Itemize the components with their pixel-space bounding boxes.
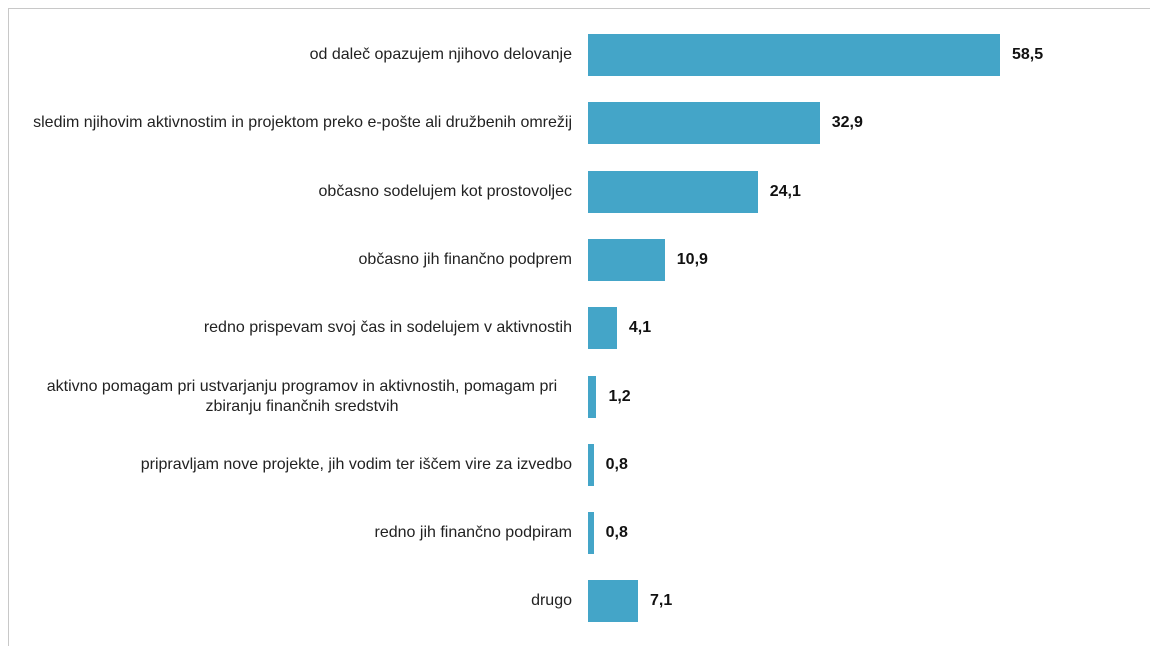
category-text: drugo [531, 592, 572, 610]
category-label: aktivno pomagam pri ustvarjanju programo… [32, 377, 572, 417]
category-text: redno jih finančno podpiram [374, 524, 572, 542]
category-text: pripravljam nove projekte, jih vodim ter… [140, 455, 572, 473]
category-label: sledim njihovim aktivnostim in projektom… [32, 113, 572, 133]
category-label: redno jih finančno podpiram [32, 523, 572, 543]
value-label: 0,8 [605, 524, 628, 542]
bar [588, 580, 638, 623]
bar [588, 307, 617, 350]
category-text: sledim njihovim aktivnostim in projektom… [33, 114, 572, 132]
value-label: 10,9 [676, 250, 708, 268]
value-label: 0,8 [605, 455, 628, 473]
category-label: občasno sodelujem kot prostovoljec [32, 182, 572, 202]
category-text: od daleč opazujem njihovo delovanje [309, 46, 572, 63]
category-text: občasno sodelujem kot prostovoljec [318, 182, 572, 200]
category-text: aktivno pomagam pri ustvarjanju programo… [46, 377, 558, 415]
bar [588, 375, 597, 418]
value-label: 58,5 [1012, 46, 1044, 63]
category-text: redno prispevam svoj čas in sodelujem v … [203, 319, 572, 337]
category-label: od daleč opazujem njihovo delovanje [32, 45, 572, 65]
category-label: občasno jih finančno podprem [32, 250, 572, 270]
value-label: 24,1 [769, 182, 801, 200]
category-label: redno prispevam svoj čas in sodelujem v … [32, 318, 572, 338]
category-label: pripravljam nove projekte, jih vodim ter… [32, 455, 572, 475]
value-label: 1,2 [608, 387, 631, 405]
bar [588, 238, 665, 281]
bar [588, 170, 758, 213]
category-text: občasno jih finančno podprem [358, 250, 572, 268]
frame [8, 8, 1150, 646]
value-label: 4,1 [628, 319, 652, 337]
value-label: 32,9 [831, 114, 863, 132]
bar [588, 34, 1000, 76]
bar [588, 443, 594, 486]
category-label: drugo [32, 591, 572, 611]
bar [588, 512, 594, 555]
bar [588, 102, 820, 145]
value-label: 7,1 [650, 592, 673, 610]
